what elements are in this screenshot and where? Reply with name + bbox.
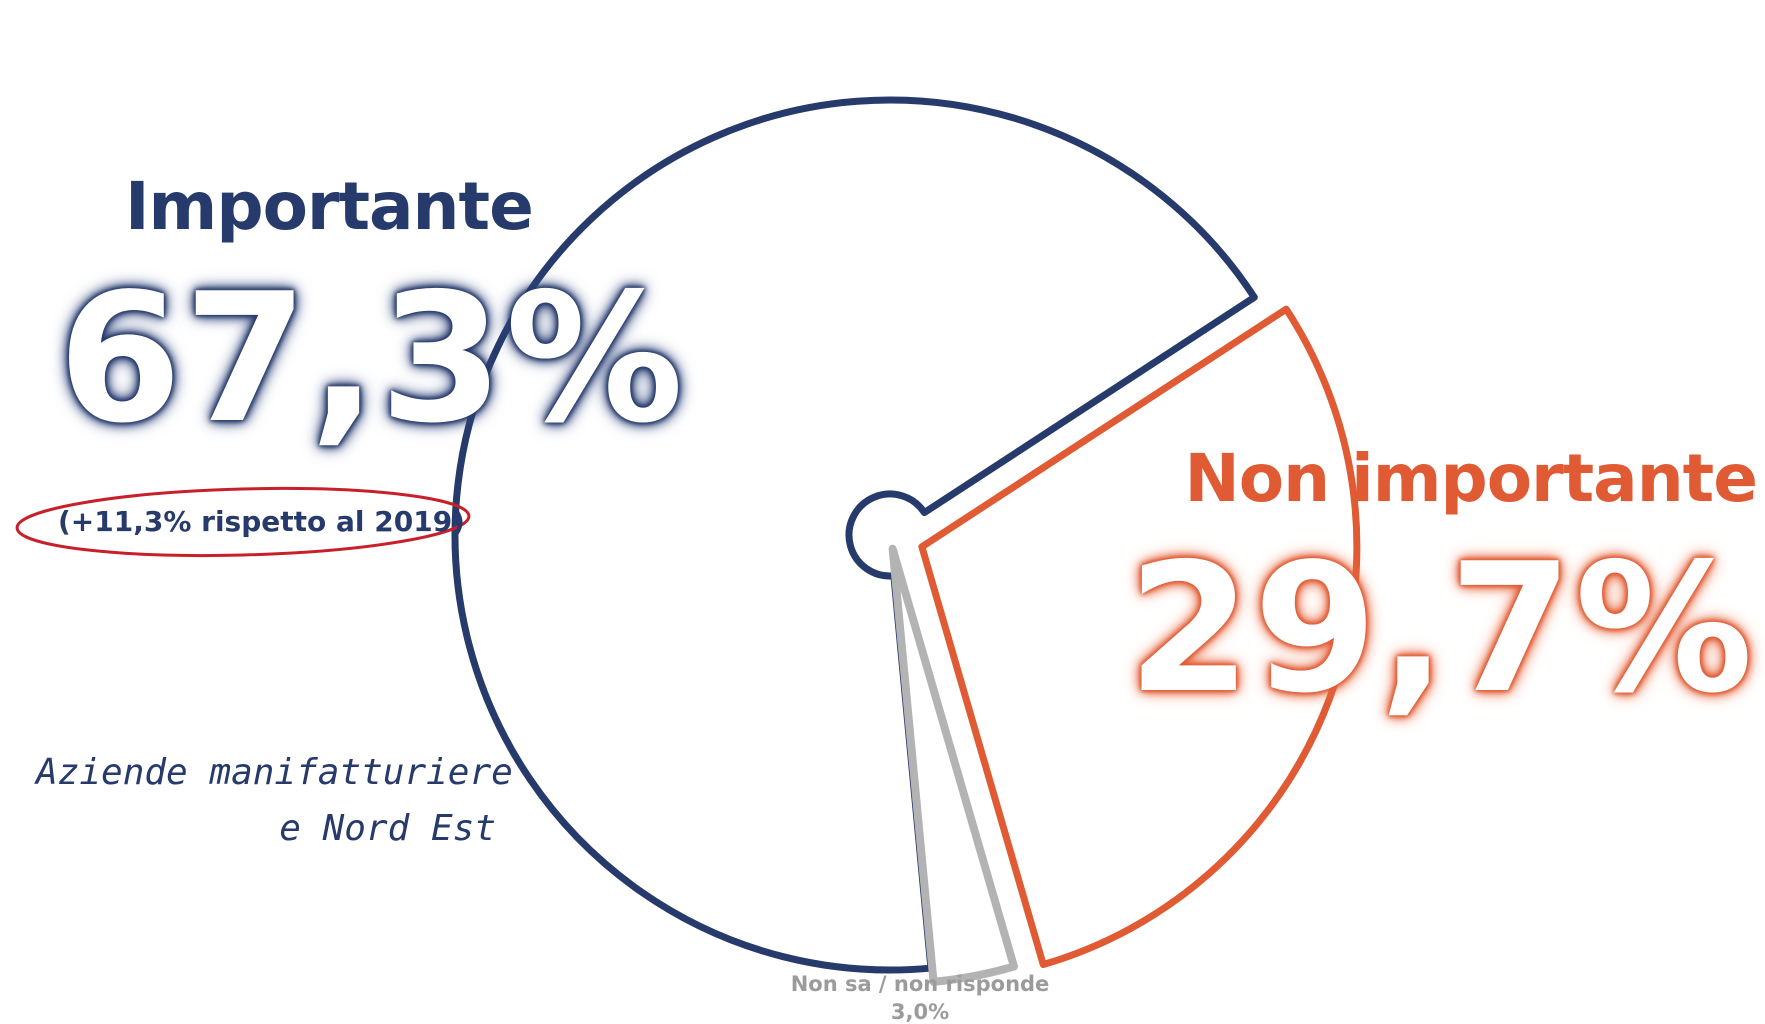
slice-label-importante: Importante — [125, 168, 534, 245]
annotation-circle — [15, 486, 471, 558]
note-line-2: e Nord Est — [279, 808, 496, 849]
slice-value-non-importante: 29,7% — [1127, 525, 1755, 732]
slice-value-importante: 67,3% — [58, 255, 686, 462]
note-line-1: Aziende manifatturiere — [36, 752, 513, 793]
pie-slice-non-sa-non-risponde — [888, 544, 1018, 986]
change-annotation: (+11,3% rispetto al 2019) — [58, 505, 465, 538]
slice-value-non-sa: 3,0% — [890, 1000, 950, 1024]
pie-slice-non-importante — [918, 305, 1361, 969]
pie-slice-importante — [451, 96, 1258, 974]
slice-label-non-sa: Non sa / non risponde — [790, 972, 1050, 996]
slice-label-non-importante: Non importante — [1184, 440, 1758, 517]
